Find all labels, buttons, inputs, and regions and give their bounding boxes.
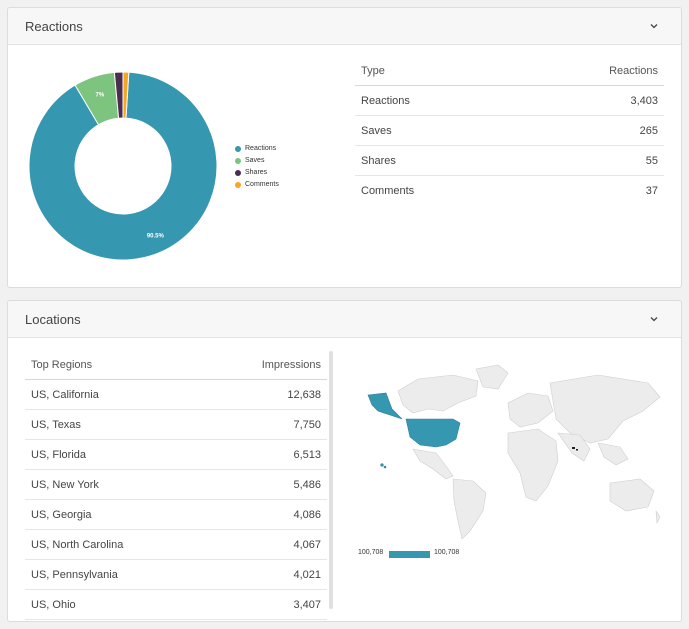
reactions-donut-chart: 90.5% 7%: [28, 71, 218, 261]
column-header-impressions: Impressions: [261, 359, 321, 371]
map-legend-min: 100,708: [358, 549, 384, 556]
legend-label: Shares: [245, 169, 268, 176]
row-count: 3,403: [630, 95, 658, 107]
locations-card: Locations Top Regions Impressions US, Ca…: [7, 300, 682, 622]
column-header-reactions: Reactions: [609, 65, 658, 77]
row-region: US, New York: [31, 479, 99, 491]
column-header-top-regions: Top Regions: [31, 359, 93, 371]
legend-dot: [235, 146, 241, 152]
table-row: US, Ohio 3,407: [25, 590, 327, 620]
legend-dot: [235, 170, 241, 176]
row-impressions: 12,638: [287, 389, 321, 401]
slice-reactions[interactable]: [28, 71, 218, 261]
legend-label: Comments: [245, 181, 279, 188]
row-type: Comments: [361, 185, 415, 197]
table-row: US, North Carolina 4,067: [25, 530, 327, 560]
table-row: Reactions 3,403: [355, 86, 664, 116]
legend-label: Saves: [245, 157, 265, 164]
chevron-down-icon[interactable]: [649, 314, 659, 324]
row-type: Saves: [361, 125, 392, 137]
table-row: Shares 55: [355, 146, 664, 176]
row-count: 37: [645, 185, 658, 197]
row-impressions: 4,021: [293, 569, 321, 581]
table-row: US, Georgia 4,086: [25, 500, 327, 530]
row-count: 55: [645, 155, 658, 167]
row-region: US, Pennsylvania: [31, 569, 118, 581]
table-row: US, Texas 7,750: [25, 410, 327, 440]
legend-item-saves: Saves: [235, 155, 279, 167]
reactions-card: Reactions 90.5% 7% Reactions Saves Shares…: [7, 7, 682, 288]
world-map: [367, 364, 661, 540]
reactions-table: Type Reactions Reactions 3,403 Saves 265…: [355, 56, 664, 206]
slice-comments[interactable]: [122, 71, 130, 119]
row-region: US, Texas: [31, 419, 81, 431]
legend-dot: [235, 158, 241, 164]
table-row: Comments 37: [355, 176, 664, 206]
map-legend-max: 100,708: [434, 549, 460, 556]
data-label-saves: 7%: [96, 93, 105, 99]
locations-card-header[interactable]: Locations: [8, 301, 681, 338]
legend-dot: [235, 182, 241, 188]
row-region: US, Florida: [31, 449, 87, 461]
table-row: US, Florida 6,513: [25, 440, 327, 470]
legend-label: Reactions: [245, 145, 277, 152]
row-region: US, California: [31, 389, 99, 401]
row-region: US, North Carolina: [31, 539, 124, 551]
table-row: US, Pennsylvania 4,021: [25, 560, 327, 590]
locations-card-title: Locations: [25, 312, 81, 327]
row-impressions: 3,407: [293, 599, 321, 611]
legend-item-shares: Shares: [235, 167, 279, 179]
row-impressions: 4,067: [293, 539, 321, 551]
chevron-down-icon[interactable]: [649, 21, 659, 31]
donut-legend: Reactions Saves Shares Comments: [235, 143, 279, 191]
row-count: 265: [639, 125, 658, 137]
column-header-type: Type: [361, 65, 385, 77]
table-row: US, New York 5,486: [25, 470, 327, 500]
legend-item-comments: Comments: [235, 179, 279, 191]
reactions-card-title: Reactions: [25, 19, 83, 34]
table-scrollbar[interactable]: [329, 351, 333, 609]
row-region: US, Georgia: [31, 509, 92, 521]
row-impressions: 7,750: [293, 419, 321, 431]
table-row: US, California 12,638: [25, 380, 327, 410]
map-legend-bar: [389, 551, 430, 558]
row-type: Reactions: [361, 95, 410, 107]
row-region: US, Ohio: [31, 599, 76, 611]
row-impressions: 5,486: [293, 479, 321, 491]
data-label-reactions: 90.5%: [147, 234, 165, 240]
reactions-card-header[interactable]: Reactions: [8, 8, 681, 45]
row-type: Shares: [361, 155, 396, 167]
table-row: Saves 265: [355, 116, 664, 146]
regions-table: Top Regions Impressions US, California 1…: [25, 350, 327, 620]
table-header-row: Type Reactions: [355, 56, 664, 86]
row-impressions: 6,513: [293, 449, 321, 461]
row-impressions: 4,086: [293, 509, 321, 521]
table-header-row: Top Regions Impressions: [25, 350, 327, 380]
legend-item-reactions: Reactions: [235, 143, 279, 155]
